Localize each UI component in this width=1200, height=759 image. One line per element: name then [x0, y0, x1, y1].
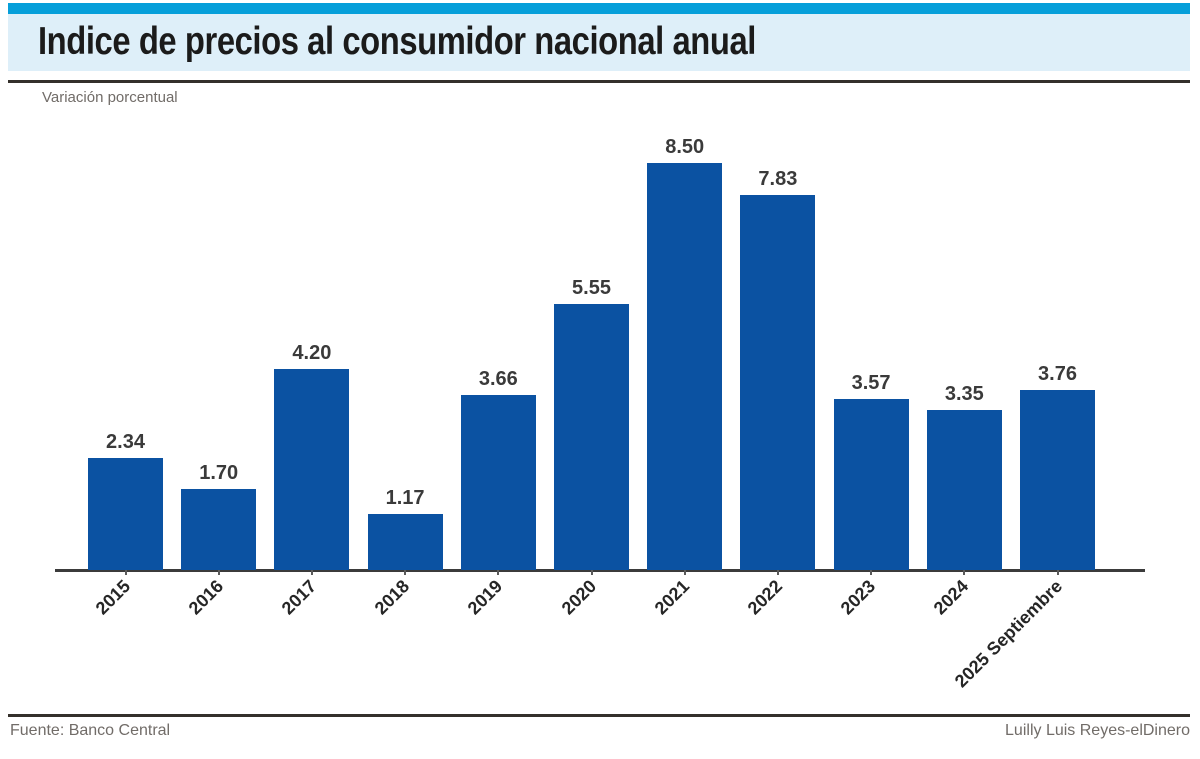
- axis-tick: [870, 570, 873, 575]
- x-axis-label: 2018: [370, 576, 414, 619]
- bar-2025-septiembre: [1020, 390, 1095, 570]
- x-axis-label: 2025 Septiembre: [950, 576, 1066, 692]
- bar-value-label: 8.50: [665, 136, 705, 158]
- bar-2015: [88, 458, 163, 570]
- bar-chart: 2.34 2015 1.70 2016 4.20 2017 1.17 2018 3.66 2019…: [0, 120, 1200, 691]
- footer-credit: Luilly Luis Reyes-elDinero: [1005, 722, 1190, 739]
- x-axis-label: 2020: [557, 576, 600, 619]
- footer-divider-rule: [8, 714, 1190, 717]
- axis-tick: [1056, 570, 1059, 575]
- axis-tick: [310, 570, 313, 575]
- bar-2017: [274, 369, 350, 570]
- axis-tick: [217, 570, 220, 575]
- bar-value-label: 5.55: [572, 277, 611, 299]
- bar-2024: [926, 410, 1002, 570]
- bar-2016: [181, 489, 257, 570]
- x-axis-label: 2024: [929, 576, 973, 619]
- axis-tick: [404, 570, 407, 575]
- bar-2019: [460, 395, 536, 570]
- bar-value-label: 1.17: [385, 487, 425, 509]
- bar-value-label: 2.34: [106, 431, 145, 453]
- axis-tick: [776, 570, 779, 575]
- bar-value-label: 3.76: [1038, 363, 1077, 385]
- x-axis-label: 2022: [743, 576, 787, 619]
- axis-tick: [497, 570, 500, 575]
- x-axis-label: 2023: [836, 576, 880, 619]
- x-axis-label: 2017: [277, 576, 321, 619]
- bar-2021: [647, 163, 723, 570]
- axis-tick: [683, 570, 686, 575]
- x-axis-label: 2019: [463, 576, 507, 619]
- bar-value-label: 4.20: [292, 342, 332, 364]
- bar-2023: [833, 399, 909, 570]
- chart-subtitle: Variación porcentual: [42, 89, 178, 106]
- x-axis-label: 2016: [184, 576, 227, 619]
- bar-value-label: 3.35: [944, 383, 984, 405]
- bar-2022: [740, 195, 816, 570]
- header-divider-rule: [8, 80, 1190, 83]
- header-accent-strip: [8, 3, 1190, 14]
- bar-value-label: 1.70: [199, 462, 239, 484]
- title-band: Indice de precios al consumidor nacional…: [8, 14, 1190, 71]
- axis-tick: [124, 570, 127, 575]
- x-axis-label: 2021: [650, 576, 693, 619]
- page-title: Indice de precios al consumidor nacional…: [38, 19, 756, 63]
- axis-tick: [590, 570, 593, 575]
- bar-value-label: 3.66: [478, 368, 518, 390]
- x-axis-line: [55, 569, 1145, 572]
- bar-value-label: 7.83: [758, 168, 798, 190]
- footer-source: Fuente: Banco Central: [10, 722, 171, 739]
- bar-2018: [367, 514, 443, 570]
- bar-2020: [554, 304, 629, 570]
- axis-tick: [963, 570, 966, 575]
- bar-value-label: 3.57: [851, 372, 891, 394]
